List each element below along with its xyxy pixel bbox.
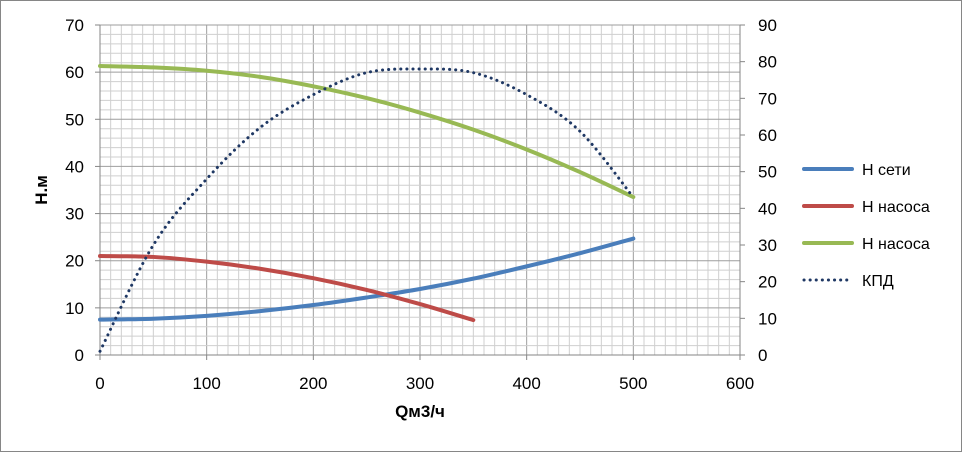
y-tick-label: 60 bbox=[65, 63, 84, 82]
series-line-h-seti bbox=[98, 236, 636, 322]
y-tick-label: 10 bbox=[65, 299, 84, 318]
x-tick-label: 0 bbox=[95, 374, 104, 393]
legend: Н сети Н насоса Н насоса КПД bbox=[802, 162, 930, 290]
y-tick-label: 70 bbox=[65, 16, 84, 35]
series-line-h-nasosa-1 bbox=[98, 254, 476, 323]
series-line-kpd bbox=[98, 67, 635, 353]
y-tick-label: 20 bbox=[65, 252, 84, 271]
legend-label: Н насоса bbox=[862, 199, 930, 216]
y2-tick-label: 60 bbox=[758, 126, 777, 145]
y-tick-label: 40 bbox=[65, 157, 84, 176]
y-tick-label: 0 bbox=[75, 346, 84, 365]
y2-tick-label: 70 bbox=[758, 89, 777, 108]
y-tick-label: 50 bbox=[65, 110, 84, 129]
y2-tick-label: 0 bbox=[758, 346, 767, 365]
y2-tick-label: 10 bbox=[758, 309, 777, 328]
legend-label: КПД bbox=[862, 273, 894, 290]
y2-tick-label: 80 bbox=[758, 53, 777, 72]
x-axis-title: Qм3/ч bbox=[395, 402, 445, 421]
y2-tick-label: 20 bbox=[758, 273, 777, 292]
y-tick-label: 30 bbox=[65, 205, 84, 224]
x-tick-label: 200 bbox=[299, 374, 327, 393]
y2-tick-label: 90 bbox=[758, 16, 777, 35]
x-tick-label: 500 bbox=[619, 374, 647, 393]
x-tick-label: 600 bbox=[726, 374, 754, 393]
series-line-h-nasosa-2 bbox=[98, 64, 636, 200]
y2-tick-label: 40 bbox=[758, 199, 777, 218]
x-tick-label: 300 bbox=[406, 374, 434, 393]
legend-label: Н насоса bbox=[862, 236, 930, 253]
series-lines bbox=[98, 64, 636, 353]
legend-label: Н сети bbox=[862, 162, 911, 179]
tick-labels: 0 100 200 300 400 500 600010203040506070010203… bbox=[65, 16, 777, 393]
y2-tick-label: 30 bbox=[758, 236, 777, 255]
axes bbox=[95, 24, 745, 360]
x-tick-label: 100 bbox=[192, 374, 220, 393]
y-axis-title: Н.м bbox=[32, 175, 51, 205]
y2-tick-label: 50 bbox=[758, 163, 777, 182]
x-tick-label: 400 bbox=[512, 374, 540, 393]
